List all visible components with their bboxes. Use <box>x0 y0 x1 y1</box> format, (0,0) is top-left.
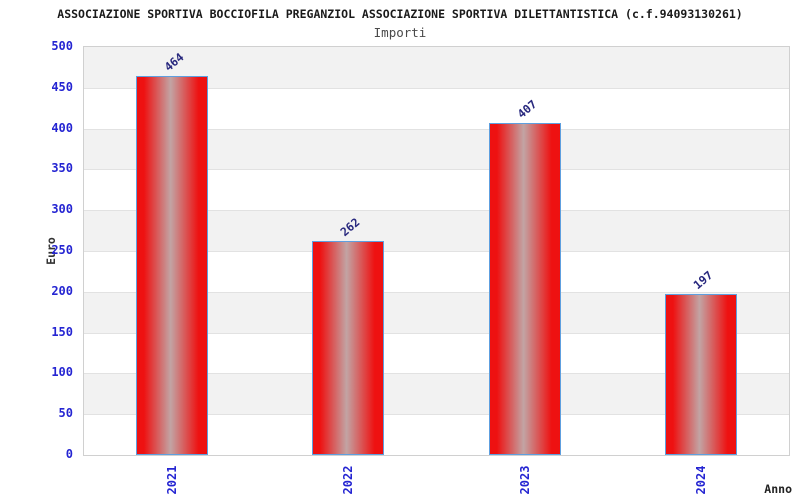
gridline <box>84 291 789 293</box>
bar-2022 <box>312 241 385 455</box>
y-tick-label: 0 <box>65 447 73 461</box>
x-tick-label: 2022 <box>341 465 356 495</box>
gridline <box>84 332 789 334</box>
gridline <box>84 373 789 375</box>
x-tick-label: 2023 <box>517 465 532 495</box>
chart-title: ASSOCIAZIONE SPORTIVA BOCCIOFILA PREGANZ… <box>57 7 743 21</box>
y-tick-label: 50 <box>58 406 73 421</box>
gridline <box>84 210 789 212</box>
bar-2023 <box>488 122 561 455</box>
y-tick-label: 200 <box>51 283 73 298</box>
y-tick-label: 500 <box>51 39 73 53</box>
chart-subtitle: Importi <box>373 25 427 40</box>
gridline <box>84 128 789 130</box>
y-axis-ticks: 0 50 100 150 200 250 300 350 400 450 500 <box>0 0 73 500</box>
gridline <box>84 169 789 171</box>
gridline <box>84 87 789 89</box>
x-axis-title: Anno <box>764 482 792 496</box>
y-tick-label: 250 <box>51 243 73 257</box>
x-tick-label: 2021 <box>165 465 180 495</box>
bar-2021 <box>136 76 209 455</box>
y-tick-label: 400 <box>51 120 73 135</box>
gridline <box>84 414 789 416</box>
bar-2024 <box>664 294 737 455</box>
gridline <box>84 251 789 252</box>
x-tick-label: 2024 <box>693 465 708 495</box>
y-tick-label: 100 <box>51 365 73 380</box>
y-tick-label: 300 <box>51 202 73 217</box>
plot-area: 464 262 407 197 <box>83 46 790 456</box>
y-tick-label: 350 <box>51 161 73 176</box>
y-tick-label: 450 <box>51 79 73 94</box>
y-tick-label: 150 <box>51 324 73 339</box>
